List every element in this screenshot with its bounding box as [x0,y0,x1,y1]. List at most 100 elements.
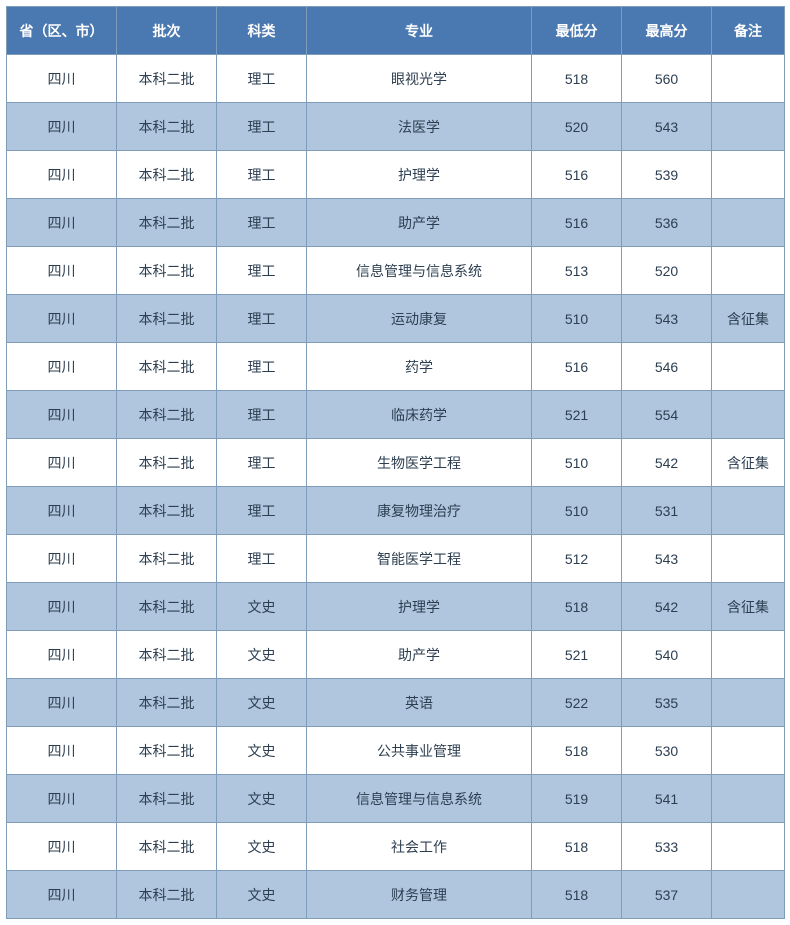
table-row: 四川本科二批理工临床药学521554 [7,391,785,439]
cell-max: 560 [622,55,712,103]
cell-note: 含征集 [712,295,785,343]
cell-note [712,199,785,247]
cell-note [712,727,785,775]
cell-note [712,391,785,439]
table-row: 四川本科二批理工护理学516539 [7,151,785,199]
cell-max: 546 [622,343,712,391]
cell-max: 539 [622,151,712,199]
cell-province: 四川 [7,535,117,583]
cell-max: 542 [622,439,712,487]
cell-min: 512 [532,535,622,583]
cell-max: 554 [622,391,712,439]
cell-note [712,151,785,199]
cell-cat: 理工 [217,103,307,151]
col-header-major: 专业 [307,7,532,55]
cell-major: 信息管理与信息系统 [307,775,532,823]
cell-province: 四川 [7,343,117,391]
col-header-batch: 批次 [117,7,217,55]
cell-min: 520 [532,103,622,151]
cell-province: 四川 [7,439,117,487]
table-row: 四川本科二批文史英语522535 [7,679,785,727]
table-row: 四川本科二批理工信息管理与信息系统513520 [7,247,785,295]
cell-max: 530 [622,727,712,775]
table-row: 四川本科二批文史助产学521540 [7,631,785,679]
cell-major: 助产学 [307,199,532,247]
cell-min: 510 [532,487,622,535]
cell-max: 533 [622,823,712,871]
cell-major: 护理学 [307,583,532,631]
cell-major: 英语 [307,679,532,727]
cell-major: 临床药学 [307,391,532,439]
cell-min: 518 [532,823,622,871]
table-row: 四川本科二批理工助产学516536 [7,199,785,247]
cell-batch: 本科二批 [117,439,217,487]
cell-major: 生物医学工程 [307,439,532,487]
cell-batch: 本科二批 [117,631,217,679]
cell-batch: 本科二批 [117,679,217,727]
col-header-province: 省（区、市） [7,7,117,55]
table-body: 四川本科二批理工眼视光学518560四川本科二批理工法医学520543四川本科二… [7,55,785,919]
cell-batch: 本科二批 [117,535,217,583]
col-header-note: 备注 [712,7,785,55]
cell-province: 四川 [7,55,117,103]
cell-min: 518 [532,871,622,919]
cell-province: 四川 [7,727,117,775]
cell-province: 四川 [7,151,117,199]
table-row: 四川本科二批理工药学516546 [7,343,785,391]
cell-note [712,487,785,535]
cell-batch: 本科二批 [117,343,217,391]
cell-cat: 文史 [217,727,307,775]
cell-min: 518 [532,727,622,775]
cell-min: 518 [532,55,622,103]
table-row: 四川本科二批理工康复物理治疗510531 [7,487,785,535]
cell-cat: 理工 [217,343,307,391]
table-row: 四川本科二批文史信息管理与信息系统519541 [7,775,785,823]
cell-min: 516 [532,199,622,247]
cell-max: 542 [622,583,712,631]
cell-max: 543 [622,103,712,151]
cell-province: 四川 [7,679,117,727]
cell-cat: 文史 [217,823,307,871]
cell-max: 531 [622,487,712,535]
cell-batch: 本科二批 [117,247,217,295]
cell-min: 516 [532,343,622,391]
cell-cat: 文史 [217,775,307,823]
cell-cat: 理工 [217,55,307,103]
cell-cat: 理工 [217,199,307,247]
cell-batch: 本科二批 [117,823,217,871]
cell-note [712,823,785,871]
table-row: 四川本科二批文史财务管理518537 [7,871,785,919]
cell-major: 法医学 [307,103,532,151]
cell-province: 四川 [7,631,117,679]
cell-province: 四川 [7,775,117,823]
cell-cat: 文史 [217,631,307,679]
cell-min: 518 [532,583,622,631]
cell-max: 535 [622,679,712,727]
cell-note [712,343,785,391]
cell-note: 含征集 [712,583,785,631]
scores-table: 省（区、市） 批次 科类 专业 最低分 最高分 备注 四川本科二批理工眼视光学5… [6,6,785,919]
cell-cat: 理工 [217,295,307,343]
table-row: 四川本科二批理工生物医学工程510542含征集 [7,439,785,487]
cell-batch: 本科二批 [117,487,217,535]
cell-province: 四川 [7,871,117,919]
cell-note [712,247,785,295]
table-row: 四川本科二批理工运动康复510543含征集 [7,295,785,343]
cell-cat: 理工 [217,535,307,583]
cell-max: 543 [622,295,712,343]
cell-cat: 理工 [217,151,307,199]
cell-batch: 本科二批 [117,583,217,631]
cell-note [712,871,785,919]
cell-max: 537 [622,871,712,919]
table-row: 四川本科二批文史公共事业管理518530 [7,727,785,775]
cell-note [712,535,785,583]
table-row: 四川本科二批理工智能医学工程512543 [7,535,785,583]
col-header-max: 最高分 [622,7,712,55]
cell-province: 四川 [7,247,117,295]
cell-max: 541 [622,775,712,823]
table-header-row: 省（区、市） 批次 科类 专业 最低分 最高分 备注 [7,7,785,55]
cell-batch: 本科二批 [117,295,217,343]
cell-batch: 本科二批 [117,727,217,775]
cell-cat: 理工 [217,247,307,295]
cell-province: 四川 [7,103,117,151]
